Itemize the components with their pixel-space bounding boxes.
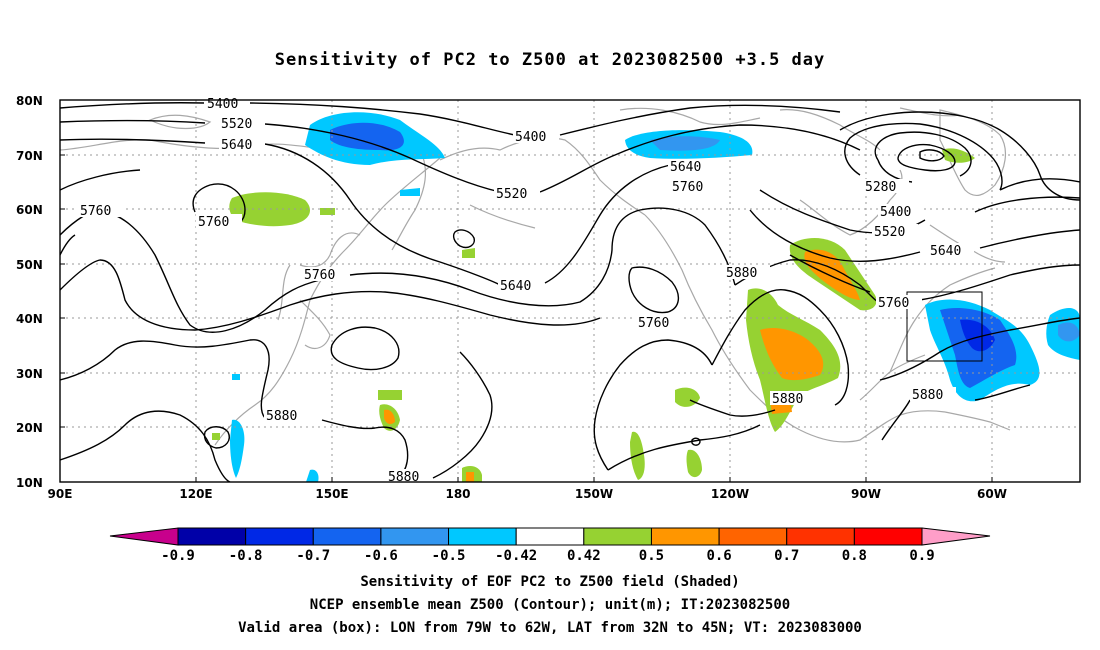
lat-tick-label: 40N (16, 312, 43, 326)
lat-tick-label: 70N (16, 149, 43, 163)
contour-labels: 5400 5520 5640 5760 5760 5760 5400 5520 … (77, 96, 974, 485)
footer-line-3: Valid area (box): LON from 79W to 62W, L… (238, 620, 862, 636)
contour-label: 5880 (266, 409, 297, 424)
colorbar-cell (380, 527, 450, 546)
contour-label: 5760 (878, 296, 909, 311)
lat-tick-label: 50N (16, 258, 43, 272)
neg-blob-philippines (230, 419, 245, 478)
colorbar: -0.9 -0.8 -0.7 -0.6 -0.5 -0.42 0.42 0.5 0.6 0.7 0.… (109, 527, 991, 564)
contour-label: 5520 (221, 117, 252, 132)
contour-label: 5760 (80, 204, 111, 219)
pos-blob-east-asia (229, 192, 310, 227)
colorbar-label: -0.8 (229, 548, 263, 564)
colorbar-label: -0.9 (161, 548, 195, 564)
colorbar-label: 0.5 (639, 548, 664, 564)
lon-tick-labels: 90E 120E 150E 180 150W 120W 90W 60W (48, 487, 1007, 501)
colorbar-cell (853, 527, 923, 546)
neg-blob-siberia-core (330, 122, 404, 151)
colorbar-label: 0.8 (842, 548, 867, 564)
contour-label: 5640 (500, 279, 531, 294)
contour-label: 5880 (388, 470, 419, 485)
contour-label: 5520 (874, 225, 905, 240)
lon-tick-label: 150E (315, 487, 348, 501)
z500-contours (60, 102, 1080, 482)
footer-line-1: Sensitivity of EOF PC2 to Z500 field (Sh… (360, 574, 740, 590)
colorbar-cell (718, 527, 788, 546)
lon-tick-label: 90E (48, 487, 73, 501)
contour-label: 5400 (880, 205, 911, 220)
colorbar-label: -0.42 (495, 548, 537, 564)
plot-area (60, 100, 1080, 482)
colorbar-label: -0.6 (364, 548, 398, 564)
colorbar-label: 0.9 (909, 548, 934, 564)
axis-ticks (60, 154, 993, 482)
contour-label: 5400 (207, 97, 238, 112)
contour-label: 5760 (638, 316, 669, 331)
contour-label: 5640 (670, 160, 701, 175)
plot-frame (59, 99, 1081, 483)
lon-tick-label: 180 (445, 487, 470, 501)
colorbar-cell (245, 527, 314, 546)
contour-label: 5880 (772, 392, 803, 407)
colorbar-cell (448, 527, 517, 546)
lon-tick-label: 60W (977, 487, 1007, 501)
lat-tick-label: 20N (16, 421, 43, 435)
colorbar-cell (177, 527, 247, 546)
contour-label: 5280 (865, 180, 896, 195)
lat-tick-label: 30N (16, 367, 43, 381)
colorbar-label: 0.42 (567, 548, 601, 564)
contour-label: 5760 (672, 180, 703, 195)
colorbar-cell (583, 527, 652, 546)
contour-label: 5760 (198, 215, 229, 230)
lon-tick-label: 150W (575, 487, 613, 501)
lon-tick-label: 90W (851, 487, 881, 501)
sensitivity-shading (212, 112, 1080, 482)
colorbar-cell (312, 527, 382, 546)
colorbar-cell (786, 527, 855, 546)
contour-label: 5880 (912, 388, 943, 403)
contour-label: 5640 (221, 138, 252, 153)
contour-label: 5640 (930, 244, 961, 259)
colorbar-cell (650, 527, 720, 546)
colorbar-low-end (109, 527, 179, 546)
lon-tick-label: 120W (711, 487, 749, 501)
lat-tick-label: 60N (16, 203, 43, 217)
lat-tick-labels: 80N 70N 60N 50N 40N 30N 20N 10N (16, 94, 43, 490)
colorbar-label: -0.7 (296, 548, 330, 564)
colorbar-label: 0.7 (774, 548, 799, 564)
footer-line-2: NCEP ensemble mean Z500 (Contour); unit(… (309, 597, 791, 613)
contour-label: 5400 (515, 130, 546, 145)
lat-tick-label: 80N (16, 94, 43, 108)
contour-label: 5880 (726, 266, 757, 281)
lon-tick-label: 120E (179, 487, 212, 501)
valid-area-box (906, 291, 983, 362)
gridlines (60, 100, 1080, 482)
contour-label: 5520 (496, 187, 527, 202)
colorbar-label: 0.6 (706, 548, 731, 564)
colorbar-label: -0.5 (432, 548, 466, 564)
map-title: Sensitivity of PC2 to Z500 at 2023082500… (274, 50, 826, 70)
colorbar-cell (515, 527, 585, 546)
colorbar-high-end (921, 527, 991, 546)
contour-label: 5760 (304, 268, 335, 283)
lat-tick-label: 10N (16, 476, 43, 490)
coastlines (60, 107, 1011, 446)
